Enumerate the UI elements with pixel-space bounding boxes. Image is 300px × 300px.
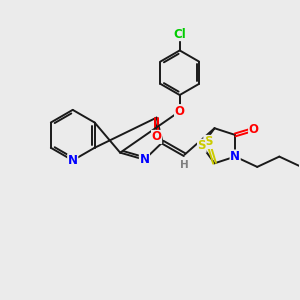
Text: S: S [204,135,212,148]
Text: H: H [180,160,189,170]
Text: N: N [230,150,240,163]
Text: N: N [140,153,149,166]
Text: Cl: Cl [173,28,186,40]
Text: N: N [68,154,78,167]
Text: O: O [249,123,259,136]
Text: O: O [175,105,185,118]
Text: O: O [175,105,185,118]
Text: O: O [152,130,162,143]
Text: S: S [198,139,206,152]
